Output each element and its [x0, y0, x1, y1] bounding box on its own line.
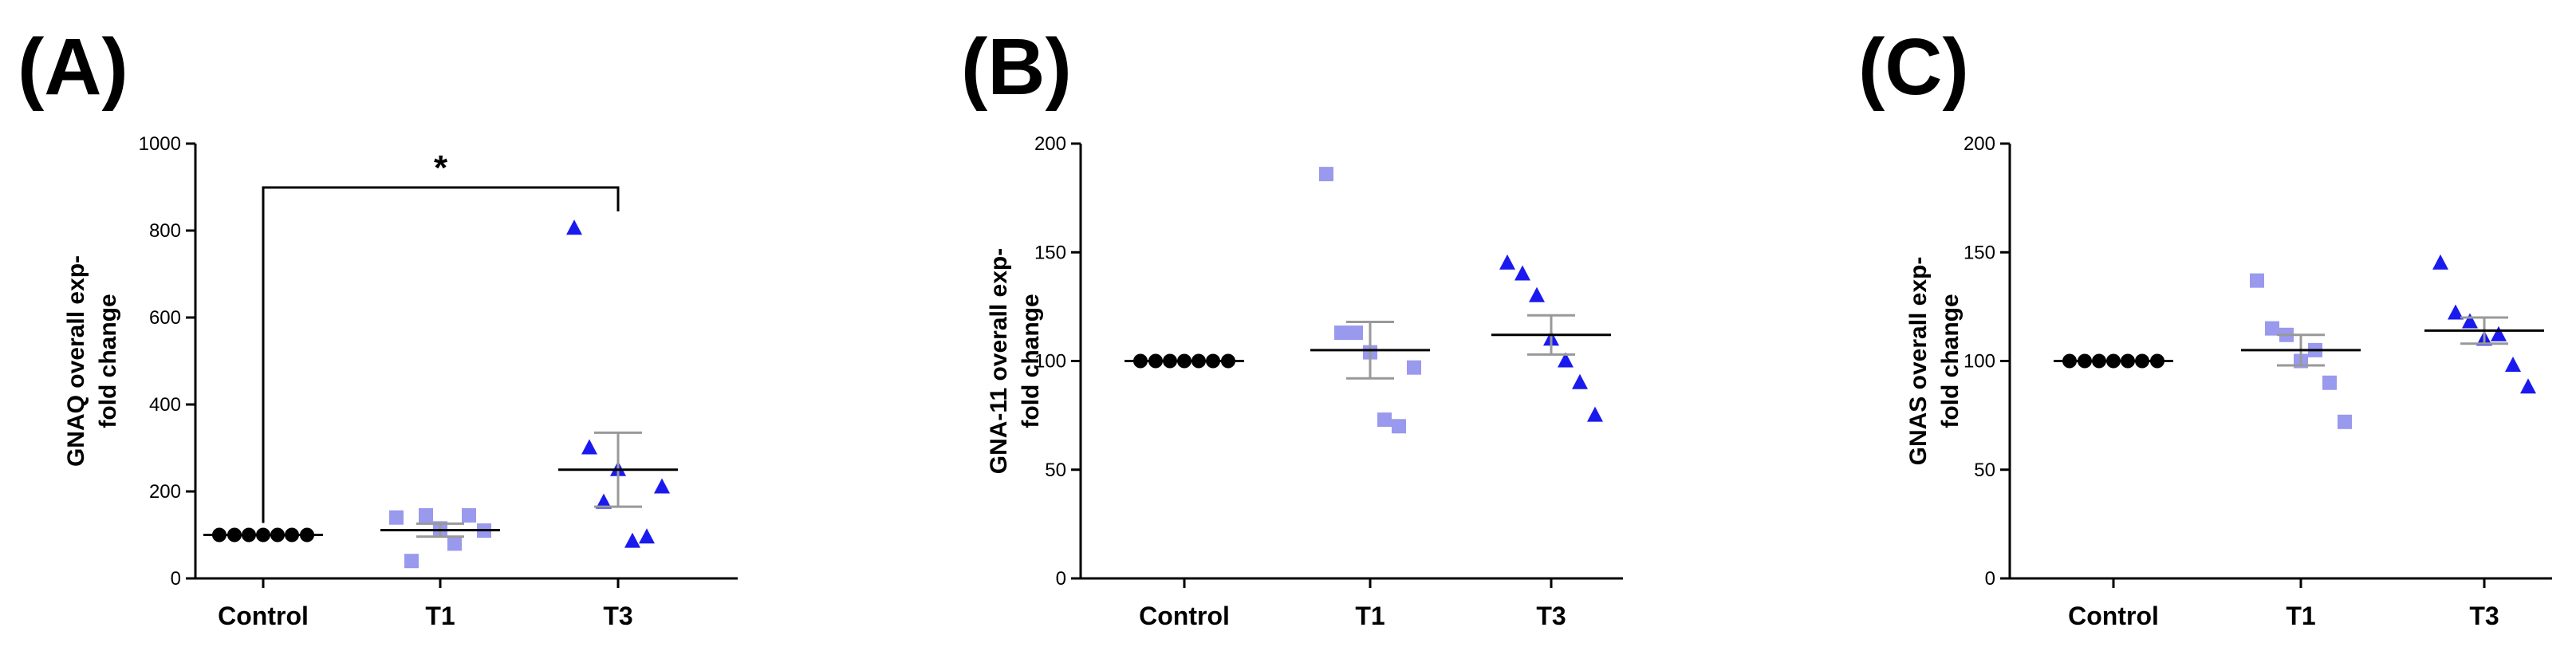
data-point	[2322, 375, 2337, 390]
y-tick-label: 200	[1034, 133, 1066, 155]
data-point	[2462, 313, 2478, 329]
data-point	[2520, 378, 2536, 394]
series-control	[203, 527, 323, 542]
data-point	[1377, 412, 1392, 428]
y-tick-label: 150	[1964, 242, 1995, 263]
x-tick-label: T1	[2286, 602, 2315, 630]
data-point	[654, 478, 670, 494]
data-point	[566, 219, 582, 235]
data-point	[462, 507, 476, 523]
data-point	[596, 493, 612, 509]
data-point	[2265, 321, 2279, 336]
data-point	[447, 536, 462, 551]
series-t3	[558, 219, 678, 548]
data-point	[2448, 304, 2464, 320]
x-tick-label: T3	[603, 602, 632, 630]
y-axis-title: fold change	[1018, 294, 1044, 428]
x-tick-label: Control	[2068, 602, 2159, 630]
data-point	[1319, 167, 1333, 182]
data-point	[2505, 356, 2521, 372]
panel-c: (C) GNAS overall exp-fold change 0 50 100 150…	[1858, 22, 2552, 630]
x-tick-label: Control	[1139, 602, 1230, 630]
data-point	[1407, 360, 1421, 375]
significance-bracket	[262, 186, 620, 523]
y-axis-title: fold change	[95, 294, 121, 428]
y-tick-label: 1000	[139, 133, 181, 155]
data-point	[624, 532, 640, 548]
y-tick-label: 150	[1034, 242, 1066, 263]
data-point	[1558, 352, 1574, 368]
y-tick-label: 800	[149, 220, 181, 242]
data-point	[419, 507, 433, 523]
y-tick-label: 50	[1974, 460, 1995, 481]
y-tick-label: 400	[149, 394, 181, 416]
data-point	[1334, 326, 1349, 341]
data-point	[1587, 406, 1603, 422]
data-point	[2432, 254, 2448, 270]
series-t1	[1310, 167, 1430, 434]
x-tick-label: T3	[2469, 602, 2499, 630]
significance-label: *	[434, 148, 448, 187]
y-tick-label: 0	[171, 568, 181, 590]
y-tick-label: 50	[1045, 460, 1066, 481]
x-tick-label: Control	[218, 602, 309, 630]
data-point	[1572, 373, 1588, 389]
panel-a: (A) GNAQ overall exp-fold change 0 200 400 60…	[18, 22, 738, 630]
data-point	[581, 439, 597, 455]
y-tick-label: 0	[1985, 568, 1995, 590]
series-t3	[2424, 254, 2544, 394]
y-axis-title: fold change	[1937, 294, 1964, 428]
y-tick-label: 100	[1964, 351, 1995, 373]
series-t1	[2241, 273, 2361, 429]
series-control	[1125, 353, 1244, 369]
data-point	[2250, 273, 2264, 288]
x-tick-label: T3	[1536, 602, 1566, 630]
data-point	[1349, 326, 1363, 341]
data-point	[1392, 419, 1406, 434]
data-point	[389, 510, 404, 525]
data-point	[2491, 326, 2507, 341]
data-point	[2338, 414, 2352, 429]
y-axis-title: GNAS overall exp-	[1905, 257, 1932, 466]
panel-label: (B)	[961, 22, 1072, 112]
data-point	[1499, 254, 1515, 270]
x-tick-label: T1	[1355, 602, 1385, 630]
y-tick-label: 100	[1034, 351, 1066, 373]
panel-label: (A)	[18, 22, 128, 112]
y-tick-label: 0	[1056, 568, 1066, 590]
y-tick-label: 200	[1964, 133, 1995, 155]
series-control	[2054, 353, 2173, 369]
data-point	[639, 528, 655, 544]
y-axis-title: GNAQ overall exp-	[63, 255, 89, 467]
panel-b: (B) GNA-11 overall exp-fold change 0 50 100 1…	[961, 22, 1623, 630]
data-point	[1529, 286, 1545, 302]
y-tick-label: 600	[149, 307, 181, 329]
y-axis-title: GNA-11 overall exp-	[986, 248, 1012, 474]
x-tick-label: T1	[425, 602, 455, 630]
data-point	[1514, 265, 1530, 281]
series-t3	[1491, 254, 1611, 422]
y-tick-label: 200	[149, 481, 181, 503]
series-t1	[380, 507, 500, 569]
data-point	[404, 554, 419, 569]
panel-label: (C)	[1858, 22, 1969, 112]
